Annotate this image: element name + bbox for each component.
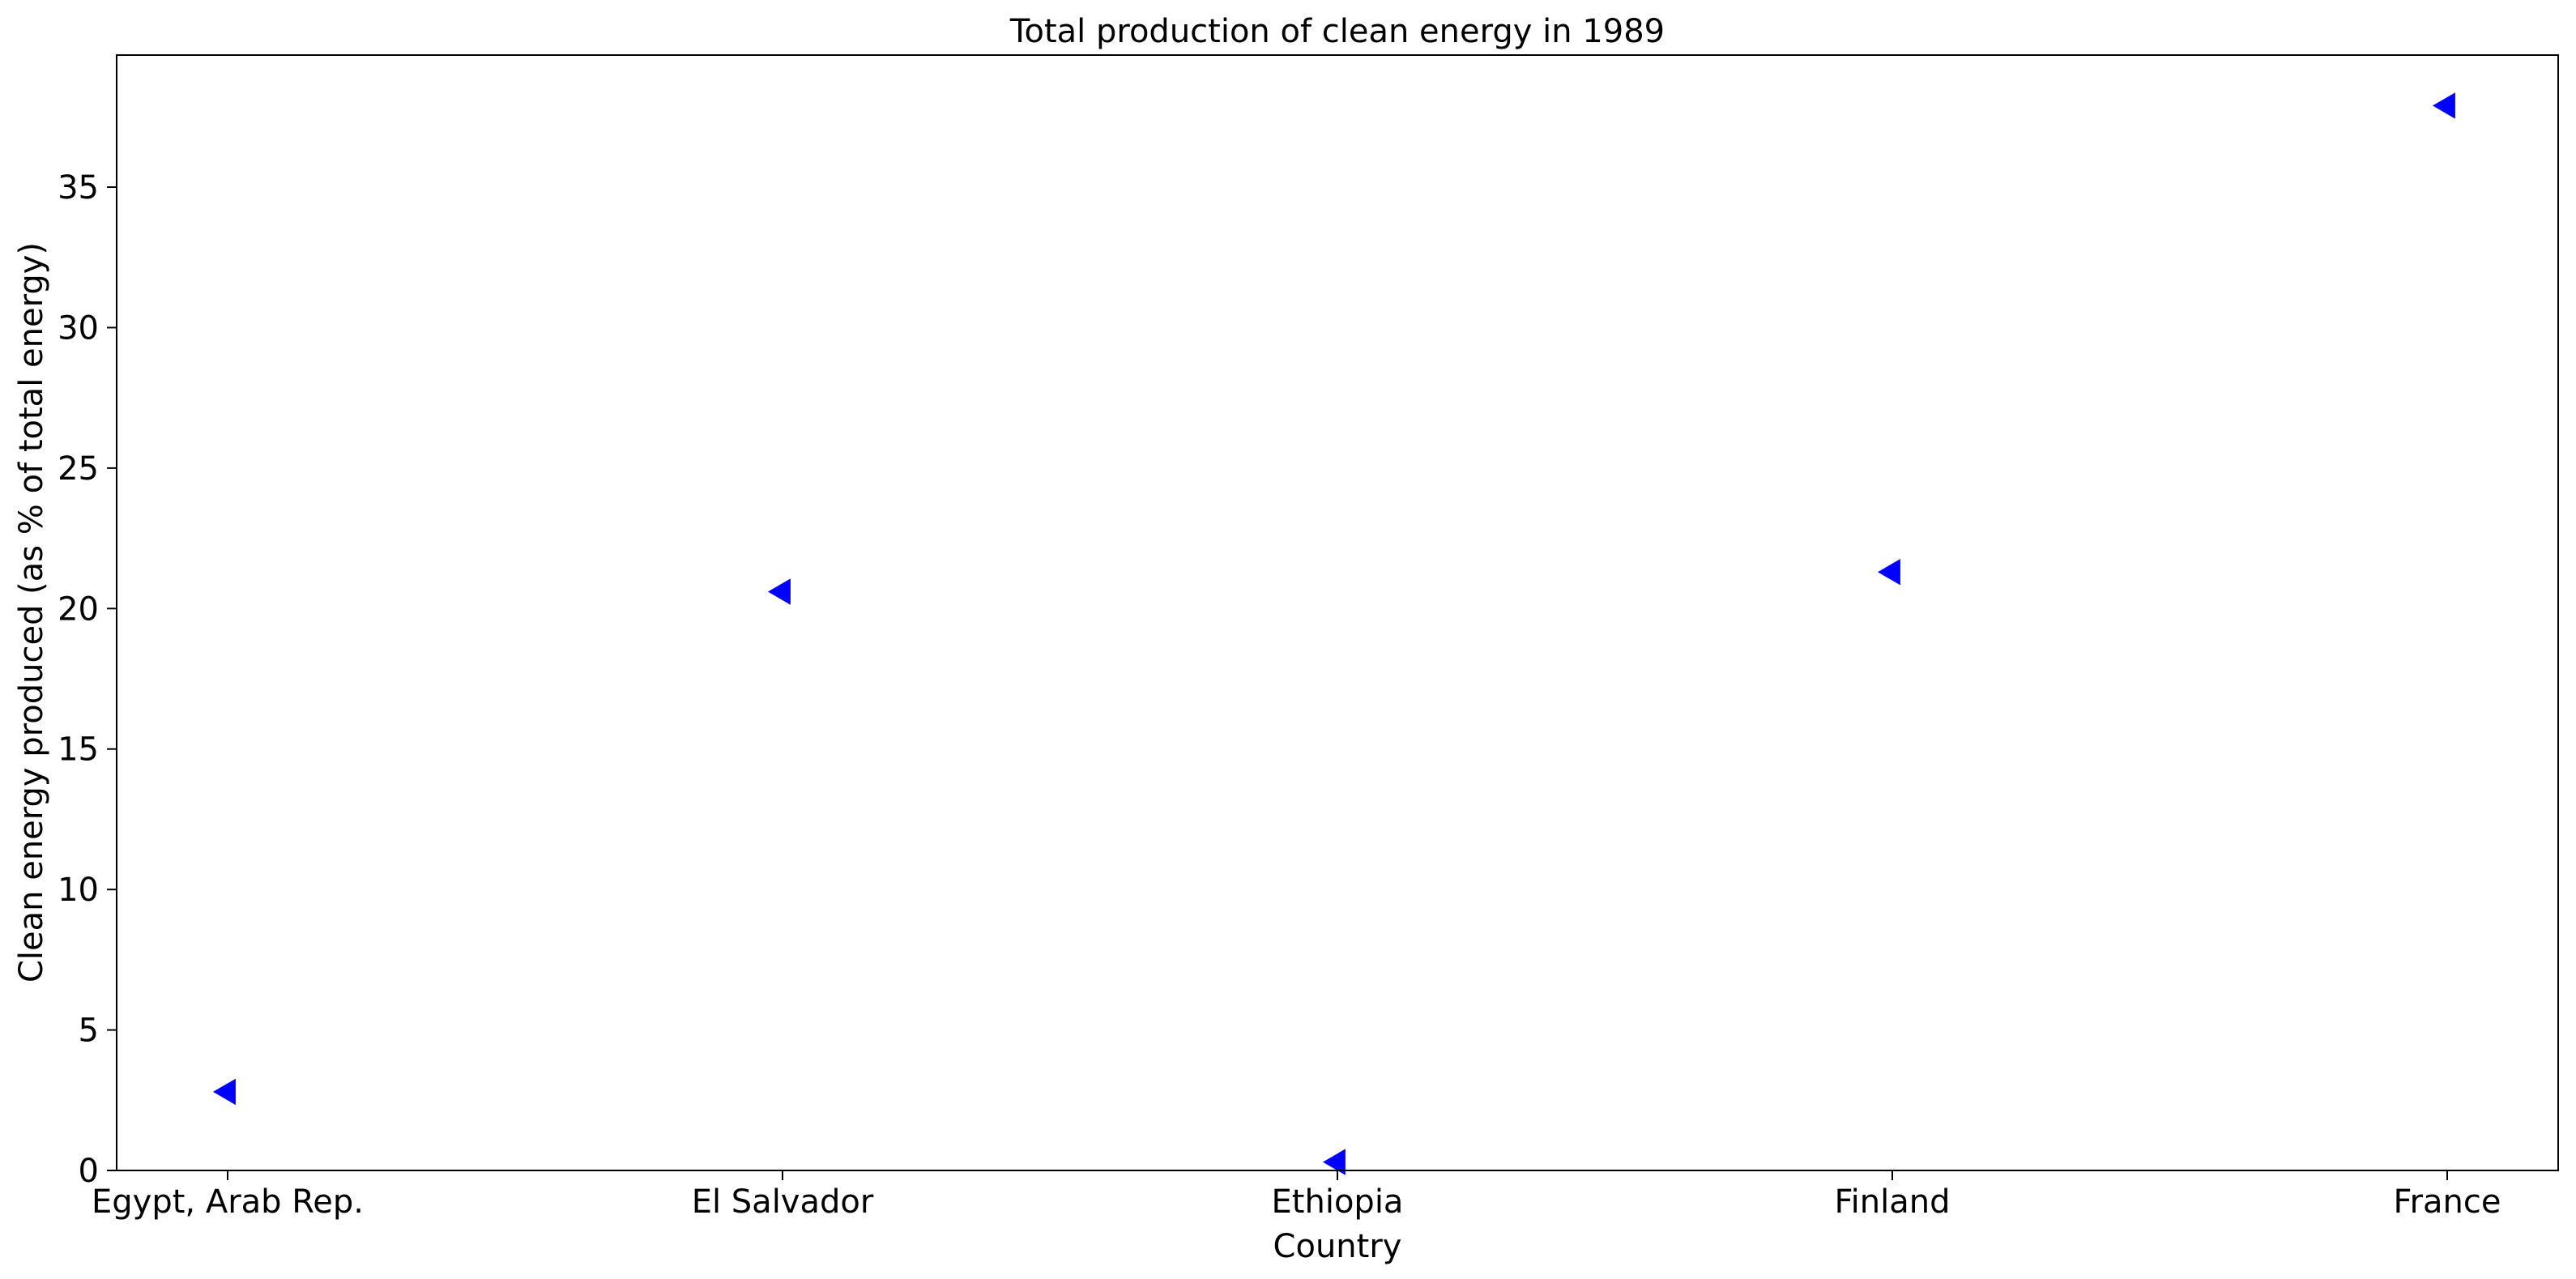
y-tick-label: 10 <box>58 872 99 909</box>
data-points <box>213 92 2455 1175</box>
data-point-el-salvador <box>768 578 791 605</box>
x-tick-label: France <box>2393 1183 2501 1221</box>
y-tick-label: 15 <box>58 731 99 769</box>
chart-title: Total production of clean energy in 1989 <box>1009 13 1665 50</box>
x-tick-label: Ethiopia <box>1272 1183 1404 1221</box>
y-tick-label: 5 <box>79 1013 99 1050</box>
data-point-france <box>2433 92 2455 119</box>
y-tick-label: 30 <box>58 309 99 347</box>
x-tick-label: Egypt, Arab Rep. <box>92 1183 364 1221</box>
data-point-finland <box>1878 559 1900 586</box>
y-axis-title: Clean energy produced (as % of total ene… <box>13 242 50 983</box>
y-axis: 0 5 10 15 20 25 30 35 <box>58 169 117 1190</box>
x-tick-label: Finland <box>1835 1183 1951 1221</box>
data-point-egypt-arab-rep <box>213 1078 236 1106</box>
x-axis: Egypt, Arab Rep. El Salvador Ethiopia Finla… <box>92 1170 2501 1221</box>
x-axis-title: Country <box>1273 1228 1402 1265</box>
x-tick-label: El Salvador <box>692 1183 874 1221</box>
y-tick-label: 25 <box>58 450 99 488</box>
y-tick-label: 0 <box>79 1153 99 1190</box>
y-tick-label: 35 <box>58 169 99 207</box>
data-point-ethiopia <box>1323 1149 1346 1175</box>
y-tick-label: 20 <box>58 590 99 628</box>
plot-area-frame <box>116 54 2559 1171</box>
